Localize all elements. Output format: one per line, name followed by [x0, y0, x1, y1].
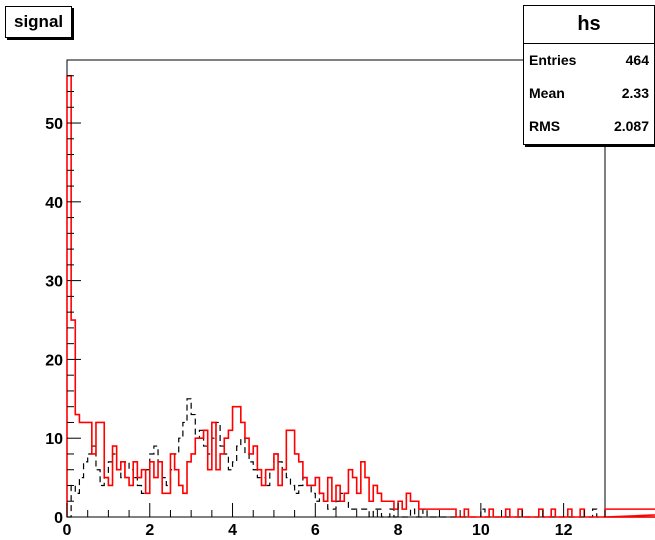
y-tick-label: 20: [45, 352, 63, 369]
stats-value: 2.33: [621, 85, 649, 101]
series-layer: [66, 74, 655, 518]
x-tick-label: 8: [394, 522, 403, 539]
y-tick-label: 50: [45, 116, 63, 133]
stats-label: Entries: [529, 52, 577, 68]
x-tick-label: 0: [63, 522, 72, 539]
y-tick-label: 10: [45, 431, 63, 448]
y-tick-label: 40: [45, 195, 63, 212]
histogram-series-0: [66, 74, 655, 518]
stats-value: 2.087: [613, 118, 649, 134]
x-tick-label: 6: [311, 522, 320, 539]
y-tick-label: 30: [45, 274, 63, 291]
x-tick-label: 4: [228, 522, 237, 539]
chart-title: signal: [5, 6, 73, 38]
stats-value: 464: [625, 52, 649, 68]
stats-row-mean: Mean 2.33: [524, 77, 654, 110]
stats-name: hs: [524, 6, 654, 44]
x-tick-label: 2: [145, 522, 154, 539]
stats-label: Mean: [529, 85, 565, 101]
y-tick-label: 0: [54, 510, 63, 527]
x-tick-label: 12: [555, 522, 573, 539]
histogram-series-1: [67, 398, 655, 518]
stats-label: RMS: [529, 118, 561, 134]
stats-row-entries: Entries 464: [524, 44, 654, 77]
stats-row-rms: RMS 2.087: [524, 110, 654, 143]
stats-box: hs Entries 464 Mean 2.33 RMS 2.087: [523, 5, 655, 145]
axis-layer: 0 2 4 6 8 10 12 0 10 20 30 40 50: [45, 59, 606, 539]
x-tick-label: 10: [472, 522, 490, 539]
